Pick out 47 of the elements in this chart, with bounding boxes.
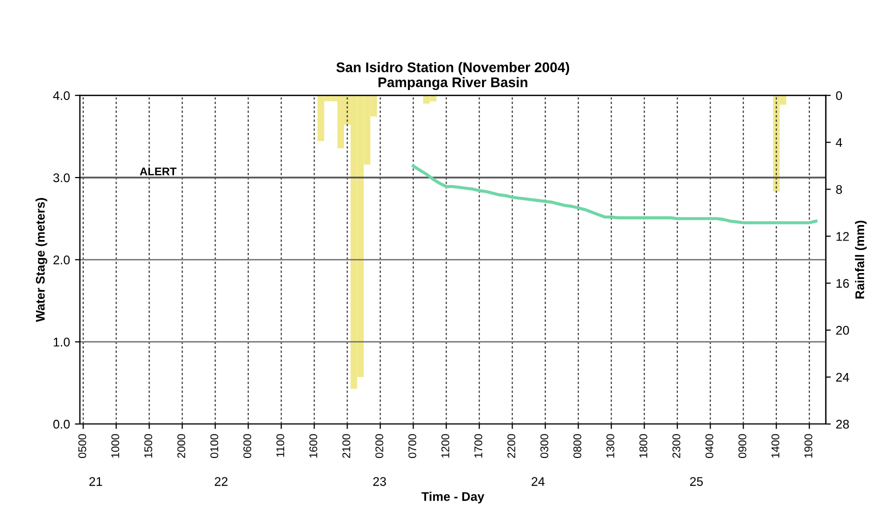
y2-tick-label: 20 <box>836 326 849 335</box>
x-tick-label: 1300 <box>606 434 614 458</box>
y2-tick-label: 28 <box>836 420 849 429</box>
x-tick-label: 1400 <box>771 434 780 458</box>
x-tick-label: 2200 <box>507 434 516 458</box>
x-tick-label: 0400 <box>705 434 714 458</box>
x-tick-label: 0100 <box>210 434 218 458</box>
x-tick-label: 0600 <box>243 434 252 458</box>
y-tick-label: 3.0 <box>53 173 70 182</box>
y2-tick-label: 24 <box>836 372 850 382</box>
ref-line-label: ALERT <box>140 168 177 176</box>
x-tick-label: 2000 <box>177 434 186 458</box>
y-tick-label: 1.0 <box>54 338 70 346</box>
text: 25 <box>690 477 703 486</box>
text: 21 <box>89 477 102 486</box>
x-tick-label: 1000 <box>111 434 120 458</box>
x-tick-label: 2300 <box>672 434 680 458</box>
x-tick-label: 1900 <box>804 434 812 458</box>
y2-tick-label: 12 <box>836 232 849 241</box>
y-tick-label: 4.0 <box>53 91 70 100</box>
x-tick-label: 0500 <box>78 434 86 458</box>
y-axis-title: Water Stage (meters) <box>36 198 48 322</box>
text: 24 <box>532 477 545 486</box>
text: 23 <box>373 477 386 486</box>
x-tick-label: 1600 <box>309 434 318 458</box>
y-tick-label: 2.0 <box>53 256 70 264</box>
line-series <box>412 164 818 224</box>
x-tick-label: 1500 <box>144 434 152 458</box>
x-tick-label: 1200 <box>441 434 450 458</box>
y2-axis-title: Rainfall (mm) <box>855 220 867 298</box>
x-axis-title: Time - Day <box>422 492 484 504</box>
x-tick-label: 0200 <box>375 434 384 458</box>
x-tick-label: 1800 <box>639 434 648 458</box>
y2-tick-label: 0 <box>836 91 842 100</box>
text: 22 <box>214 477 228 486</box>
y2-tick-label: 4 <box>836 138 842 147</box>
y2-tick-label: 16 <box>836 278 849 288</box>
chart-title: San Isidro Station (November 2004) Pampanga River Basin <box>336 62 570 90</box>
x-tick-label: 0900 <box>738 434 746 458</box>
x-tick-label: 0700 <box>408 434 416 458</box>
y-tick-label: 0.0 <box>53 420 70 429</box>
x-tick-label: 1100 <box>276 434 284 457</box>
y2-tick-label: 8 <box>836 185 842 194</box>
x-tick-label: 0800 <box>573 434 582 458</box>
x-tick-label: 0300 <box>540 434 548 458</box>
x-tick-label: 1700 <box>474 434 482 458</box>
x-tick-label: 2100 <box>342 434 350 458</box>
